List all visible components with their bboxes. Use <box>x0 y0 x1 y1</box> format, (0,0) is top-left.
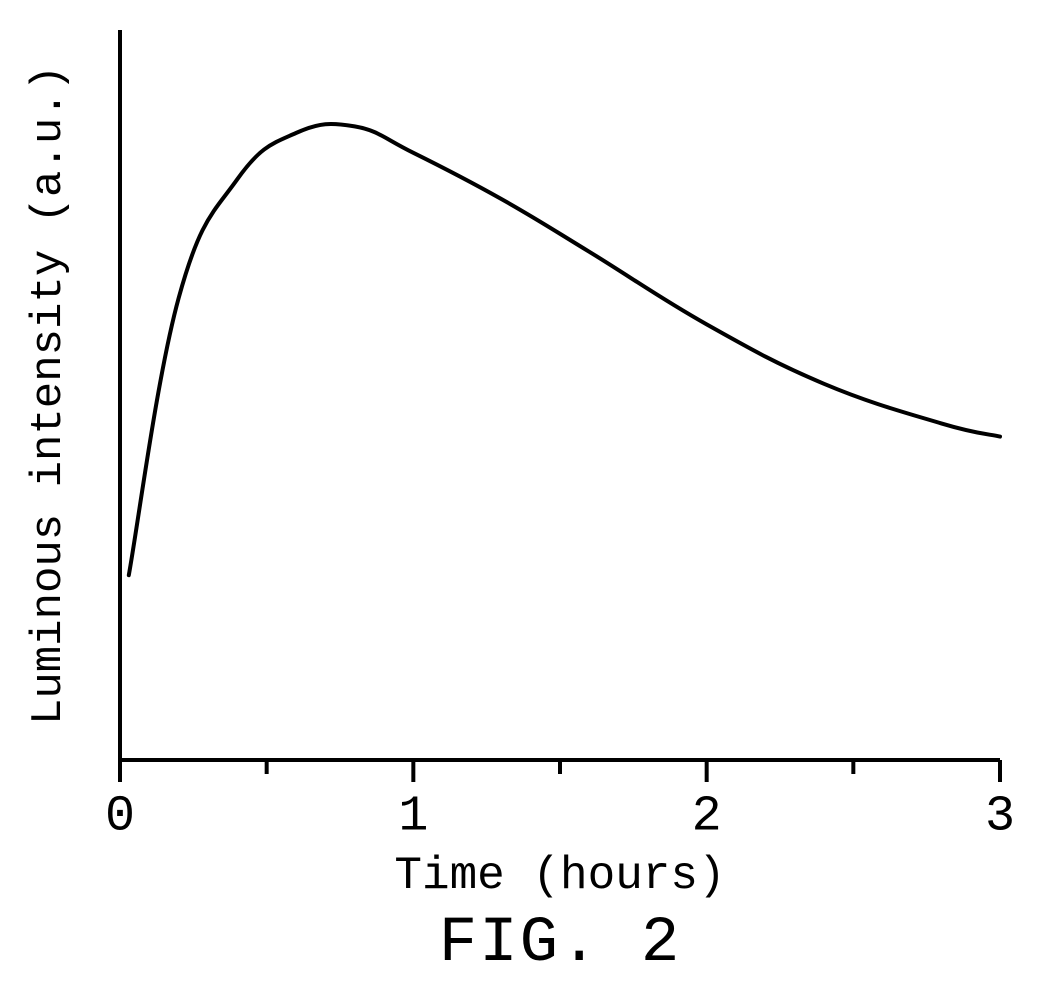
figure-caption: FIG. 2 <box>439 908 681 980</box>
x-tick-label: 1 <box>398 789 428 846</box>
x-axis-ticks <box>120 760 1000 782</box>
data-curve <box>129 124 1000 575</box>
x-axis-label: Time (hours) <box>394 850 725 902</box>
figure-svg: 0 1 2 3 Time (hours) Luminous intensity (a.… <box>0 0 1038 991</box>
y-axis-label: Luminous intensity (a.u.) <box>24 65 74 725</box>
figure-container: 0 1 2 3 Time (hours) Luminous intensity (a.… <box>0 0 1038 991</box>
x-tick-label: 0 <box>105 789 135 846</box>
x-axis-tick-labels: 0 1 2 3 <box>105 789 1015 846</box>
x-tick-label: 2 <box>692 789 722 846</box>
x-tick-label: 3 <box>985 789 1015 846</box>
